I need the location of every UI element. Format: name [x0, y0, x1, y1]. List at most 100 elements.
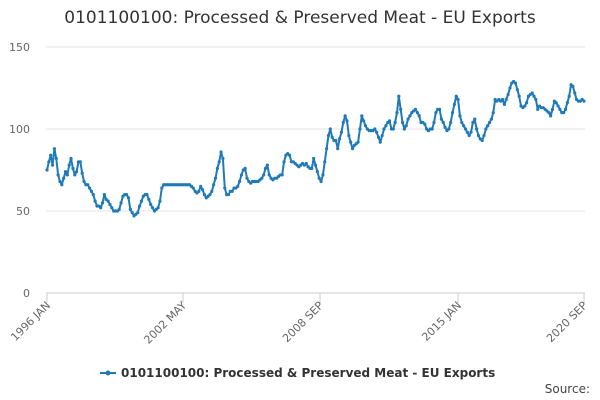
data-point[interactable]: [328, 127, 332, 131]
data-point[interactable]: [502, 102, 506, 106]
data-point[interactable]: [280, 173, 284, 177]
data-point[interactable]: [341, 120, 345, 125]
data-point[interactable]: [384, 124, 388, 128]
data-point[interactable]: [397, 94, 401, 98]
data-point[interactable]: [430, 127, 434, 131]
data-point[interactable]: [58, 179, 62, 184]
data-point[interactable]: [360, 114, 364, 118]
data-point[interactable]: [117, 207, 121, 211]
data-point[interactable]: [63, 170, 68, 174]
data-point[interactable]: [237, 179, 242, 184]
data-point[interactable]: [75, 170, 79, 174]
data-point[interactable]: [262, 173, 266, 177]
data-point[interactable]: [565, 101, 569, 105]
data-point[interactable]: [480, 138, 484, 143]
data-point[interactable]: [93, 199, 97, 203]
data-point[interactable]: [536, 107, 540, 111]
data-point[interactable]: [350, 147, 355, 151]
data-point[interactable]: [473, 117, 477, 121]
data-point[interactable]: [149, 202, 153, 207]
data-point[interactable]: [469, 130, 473, 134]
data-point[interactable]: [487, 120, 492, 125]
data-point[interactable]: [432, 120, 436, 125]
data-point[interactable]: [443, 125, 447, 129]
data-point[interactable]: [287, 153, 292, 157]
data-point[interactable]: [363, 124, 368, 128]
data-point[interactable]: [137, 204, 142, 208]
data-point[interactable]: [212, 183, 216, 187]
data-point[interactable]: [239, 173, 244, 177]
data-point[interactable]: [567, 94, 571, 98]
data-point[interactable]: [506, 92, 510, 97]
data-point[interactable]: [345, 119, 349, 123]
data-point[interactable]: [243, 166, 247, 170]
data-point[interactable]: [513, 81, 518, 85]
data-point[interactable]: [208, 193, 212, 197]
data-point[interactable]: [106, 199, 110, 203]
data-point[interactable]: [456, 97, 460, 102]
data-point[interactable]: [71, 166, 75, 170]
data-point[interactable]: [200, 188, 205, 192]
data-point[interactable]: [100, 201, 105, 205]
data-point[interactable]: [343, 114, 347, 118]
data-point[interactable]: [439, 117, 444, 121]
data-point[interactable]: [245, 176, 249, 180]
data-point[interactable]: [110, 206, 114, 210]
data-point[interactable]: [145, 193, 149, 197]
data-point[interactable]: [125, 193, 129, 197]
data-point[interactable]: [50, 163, 55, 167]
data-point[interactable]: [530, 91, 534, 95]
data-point[interactable]: [358, 127, 362, 131]
data-point[interactable]: [337, 137, 342, 141]
data-point[interactable]: [573, 91, 577, 95]
data-point[interactable]: [441, 120, 445, 125]
data-point[interactable]: [395, 111, 399, 115]
data-point[interactable]: [449, 120, 453, 125]
data-point[interactable]: [423, 122, 427, 126]
data-point[interactable]: [60, 183, 64, 187]
data-point[interactable]: [408, 114, 412, 118]
data-point[interactable]: [56, 173, 60, 177]
data-point[interactable]: [373, 127, 377, 131]
data-point[interactable]: [402, 127, 406, 131]
data-point[interactable]: [65, 173, 69, 177]
data-point[interactable]: [130, 211, 134, 215]
data-point[interactable]: [558, 107, 562, 111]
data-point[interactable]: [482, 133, 486, 138]
data-point[interactable]: [102, 193, 106, 197]
data-point[interactable]: [475, 127, 479, 131]
data-point[interactable]: [265, 163, 269, 167]
data-point[interactable]: [217, 160, 221, 164]
data-point[interactable]: [139, 199, 144, 203]
data-point[interactable]: [304, 161, 308, 166]
data-point[interactable]: [571, 84, 575, 88]
data-point[interactable]: [339, 130, 344, 134]
data-point[interactable]: [78, 160, 82, 164]
data-point[interactable]: [387, 119, 392, 123]
data-point[interactable]: [378, 140, 382, 144]
data-point[interactable]: [47, 160, 51, 164]
data-point[interactable]: [191, 186, 195, 190]
data-point[interactable]: [99, 206, 103, 210]
data-point[interactable]: [128, 207, 132, 211]
data-point[interactable]: [471, 120, 475, 125]
data-point[interactable]: [67, 163, 71, 167]
data-point[interactable]: [282, 160, 286, 164]
data-point[interactable]: [219, 150, 223, 154]
data-point[interactable]: [150, 206, 155, 210]
data-point[interactable]: [136, 211, 140, 215]
data-point[interactable]: [310, 166, 314, 170]
data-point[interactable]: [486, 124, 490, 128]
data-point[interactable]: [380, 133, 384, 138]
data-point[interactable]: [454, 94, 458, 98]
data-point[interactable]: [532, 94, 536, 98]
data-point[interactable]: [491, 111, 495, 115]
data-point[interactable]: [319, 179, 323, 184]
data-point[interactable]: [326, 133, 331, 138]
data-point[interactable]: [437, 107, 442, 111]
data-point[interactable]: [452, 102, 456, 106]
data-point[interactable]: [458, 114, 462, 118]
data-point[interactable]: [489, 117, 494, 121]
data-point[interactable]: [260, 176, 264, 180]
data-point[interactable]: [504, 97, 508, 102]
